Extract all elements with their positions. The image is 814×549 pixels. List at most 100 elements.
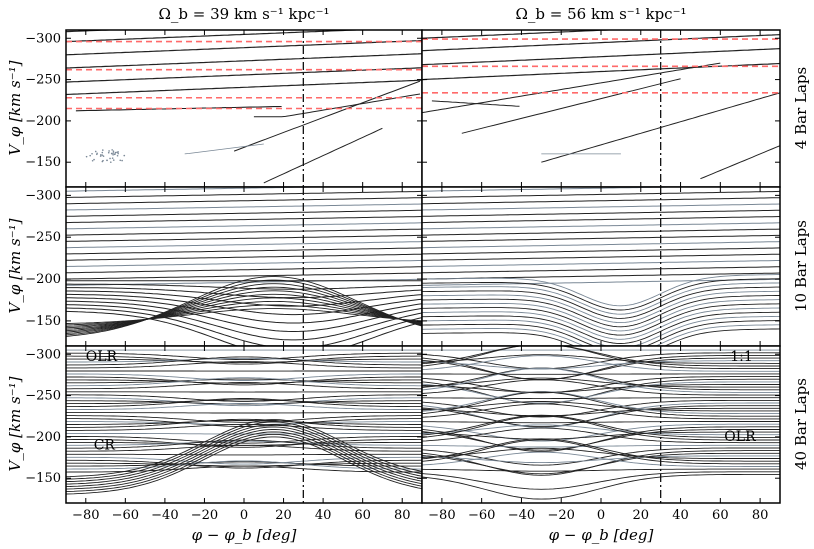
orbit-streak xyxy=(66,216,422,224)
orbit-streak xyxy=(422,431,780,440)
orbit-streak xyxy=(422,352,780,370)
y-tick-label: −200 xyxy=(25,272,61,287)
orbit-streak xyxy=(422,311,780,344)
y-tick-label: −150 xyxy=(25,471,61,486)
orbit-streak xyxy=(66,234,422,242)
orbit-streak xyxy=(66,241,422,249)
scatter-point xyxy=(85,155,88,158)
y-tick-label: −250 xyxy=(25,389,61,404)
x-tick-label: 80 xyxy=(394,508,411,523)
orbit-streak xyxy=(66,361,422,369)
orbit-streak xyxy=(422,447,780,459)
y-axis-label-middle: V_φ [km s⁻¹] xyxy=(6,218,24,313)
scatter-point xyxy=(117,151,120,153)
y-tick-label: −200 xyxy=(25,430,61,445)
y-tick-label: −300 xyxy=(25,188,61,203)
orbit-streak xyxy=(66,378,422,384)
x-tick-label: −80 xyxy=(72,508,99,523)
orbit-streak xyxy=(66,247,422,255)
orbit-streak xyxy=(66,355,422,365)
x-tick-label: 80 xyxy=(752,508,769,523)
orbit-streak xyxy=(422,26,474,28)
orbit-streak xyxy=(422,354,780,364)
orbit-streak xyxy=(66,203,422,211)
orbit-streak xyxy=(422,424,780,436)
orbit-streak xyxy=(422,415,780,441)
orbit-streak xyxy=(66,266,422,274)
orbit-streak xyxy=(66,356,422,366)
x-tick-label: 60 xyxy=(712,508,729,523)
scatter-point xyxy=(102,149,104,151)
y-tick-label: −250 xyxy=(25,230,61,245)
annotation-1-1: 1:1 xyxy=(730,349,753,365)
x-tick-label: 40 xyxy=(315,508,332,523)
orbit-streak xyxy=(422,423,780,442)
scatter-point xyxy=(112,152,115,154)
orbit-streak xyxy=(66,436,422,495)
orbit-streak xyxy=(422,266,780,274)
y-tick-label: −300 xyxy=(25,31,61,46)
orbit-streak xyxy=(66,300,422,332)
scatter-point xyxy=(91,159,94,162)
scatter-point xyxy=(101,160,104,163)
orbit-streak xyxy=(66,444,422,452)
annotation-olr: OLR xyxy=(724,429,756,445)
orbit-streak xyxy=(66,307,422,346)
orbit-streak xyxy=(66,297,422,324)
scatter-point xyxy=(111,149,113,151)
orbit-streak xyxy=(422,391,780,415)
orbit-streak xyxy=(66,373,422,381)
orbit-streak xyxy=(422,299,780,332)
x-tick-label: 40 xyxy=(672,508,689,523)
orbit-streak xyxy=(422,203,780,211)
x-tick-label: −40 xyxy=(508,508,535,523)
orbit-streak xyxy=(422,357,780,380)
orbit-streak xyxy=(66,421,422,480)
orbit-streak xyxy=(233,80,421,152)
y-tick-label: −150 xyxy=(25,314,61,329)
orbit-streak xyxy=(422,367,780,391)
row-label-bottom: 40 Bar Laps xyxy=(792,378,810,470)
scatter-point xyxy=(99,155,102,157)
orbit-streak xyxy=(422,399,780,418)
orbit-streak xyxy=(66,399,422,405)
orbit-streak xyxy=(422,401,780,412)
orbit-streak xyxy=(422,452,780,475)
scatter-point xyxy=(119,159,122,162)
orbit-streak xyxy=(66,304,422,326)
orbit-streak xyxy=(66,310,422,346)
y-tick-label: −150 xyxy=(25,155,61,170)
orbit-streak xyxy=(422,376,780,394)
y-axis-label-top: V_φ [km s⁻¹] xyxy=(6,60,24,155)
orbit-streak xyxy=(422,447,780,466)
orbit-streak xyxy=(700,145,780,180)
orbit-streak xyxy=(66,279,422,336)
orbit-streak xyxy=(66,460,422,470)
scatter-point xyxy=(109,161,112,163)
panel-middle-left xyxy=(66,187,422,346)
y-tick-label: −300 xyxy=(25,347,61,362)
orbit-streak xyxy=(422,391,780,417)
orbit-streak xyxy=(66,420,422,425)
scatter-point xyxy=(109,157,111,160)
orbit-streak xyxy=(66,424,422,483)
orbit-streak xyxy=(422,397,780,400)
orbit-streak xyxy=(66,398,422,408)
orbit-streak xyxy=(66,222,422,230)
orbit-streak xyxy=(422,295,780,328)
orbit-streak xyxy=(184,143,264,155)
orbit-streak xyxy=(422,379,780,396)
panel-middle-right xyxy=(422,187,780,346)
y-axis-label-bottom: V_φ [km s⁻¹] xyxy=(6,376,24,471)
orbit-streak xyxy=(422,405,780,428)
orbit-streak xyxy=(66,67,422,83)
scatter-point xyxy=(101,151,104,154)
scatter-point xyxy=(117,152,119,155)
scatter-point xyxy=(111,152,113,155)
orbit-streak xyxy=(66,433,422,493)
orbit-streak xyxy=(66,272,422,280)
orbit-streak xyxy=(422,253,780,261)
orbit-streak xyxy=(66,394,422,402)
x-axis-label-right: φ − φ_b [deg] xyxy=(549,526,654,544)
